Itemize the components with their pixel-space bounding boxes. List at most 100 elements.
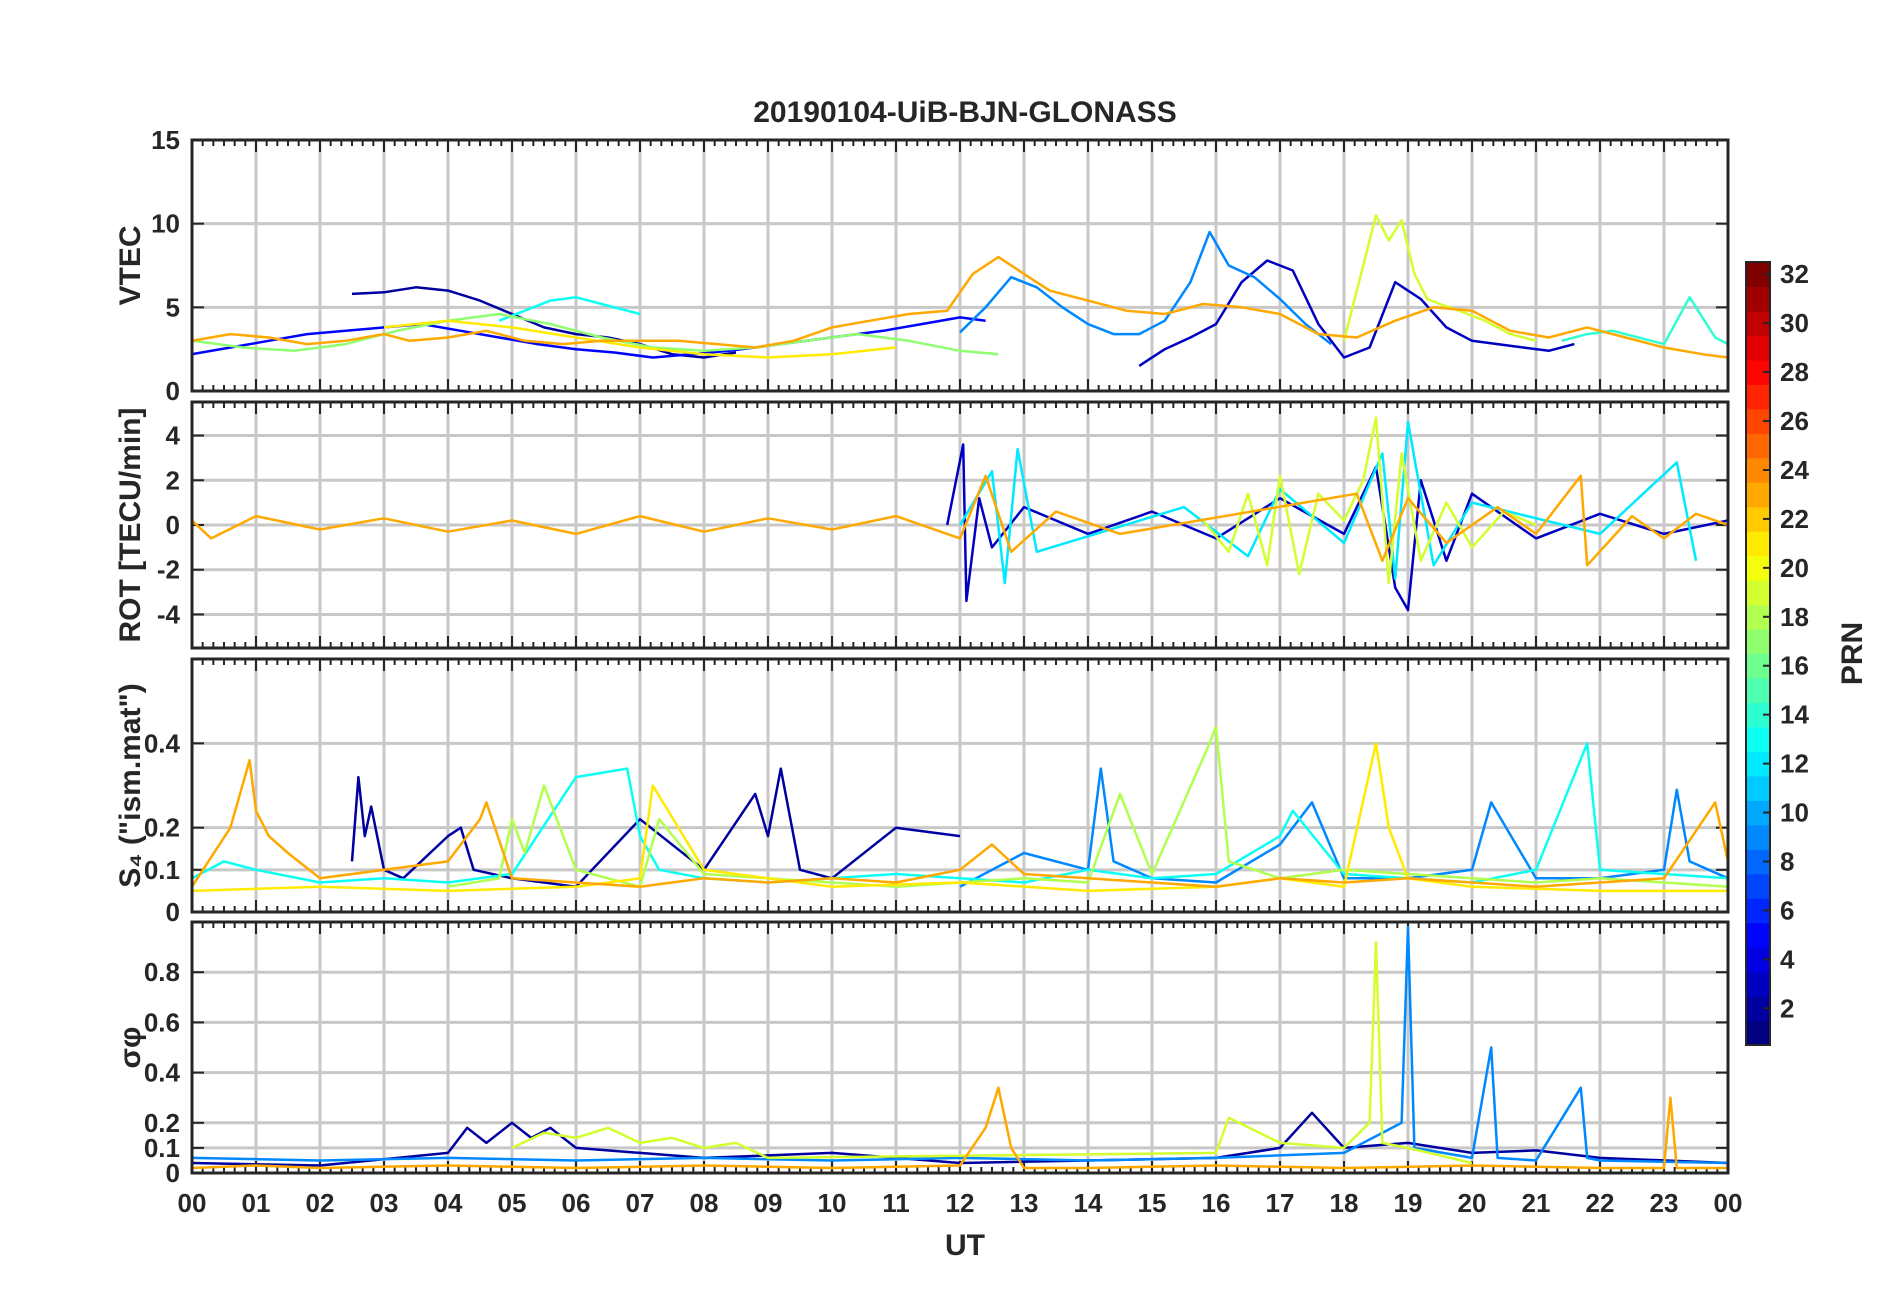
colorbar-swatch xyxy=(1746,971,1770,997)
x-tick-label: 22 xyxy=(1586,1188,1615,1218)
colorbar-swatch xyxy=(1746,482,1770,508)
x-tick-label: 00 xyxy=(178,1188,207,1218)
colorbar-tick-label: 30 xyxy=(1780,308,1809,338)
colorbar-swatch xyxy=(1746,824,1770,850)
x-tick-label: 06 xyxy=(562,1188,591,1218)
x-tick-label: 07 xyxy=(626,1188,655,1218)
y-axis-label: ROT [TECU/min] xyxy=(114,408,147,643)
x-tick-label: 17 xyxy=(1266,1188,1295,1218)
series-prn-9 xyxy=(959,230,1332,346)
series-group xyxy=(192,725,1728,893)
colorbar-swatch xyxy=(1746,1020,1770,1046)
y-tick-label: 0 xyxy=(166,376,180,406)
x-tick-label: 05 xyxy=(498,1188,527,1218)
series-prn-18 xyxy=(447,725,1728,888)
y-tick-label: 0.6 xyxy=(144,1007,180,1037)
colorbar-tick-label: 14 xyxy=(1780,700,1809,730)
colorbar-tick-label: 16 xyxy=(1780,651,1809,681)
x-tick-label: 02 xyxy=(306,1188,335,1218)
colorbar-tick-label: 26 xyxy=(1780,406,1809,436)
x-tick-label: 12 xyxy=(946,1188,975,1218)
colorbar-swatch xyxy=(1746,775,1770,801)
x-tick-label: 11 xyxy=(882,1188,910,1218)
panel-4: 00.10.2 0.4 0.6 0.8 σφ xyxy=(114,920,1730,1188)
colorbar-frame xyxy=(1745,261,1771,1046)
y-tick-label: 0.4 xyxy=(144,1058,181,1088)
colorbar-swatch xyxy=(1746,873,1770,899)
y-tick-label: 4 xyxy=(166,421,181,451)
y-tick-label: 0 xyxy=(166,897,180,927)
series-prn-12 xyxy=(958,420,1698,585)
y-tick-label: 0.1 xyxy=(144,1133,180,1163)
series-prn-9 xyxy=(959,767,1728,888)
colorbar-tick-label: 10 xyxy=(1780,798,1809,828)
panel-2: -4 -2 0 2 4 ROT [TECU/min] xyxy=(114,400,1730,650)
axes-frame xyxy=(190,657,1730,914)
series-prn-2 xyxy=(192,1111,1728,1167)
colorbar-swatch xyxy=(1746,726,1770,752)
series-prn-14 xyxy=(1561,296,1728,346)
colorbar-swatch xyxy=(1746,629,1770,655)
x-axis-label: UT xyxy=(945,1229,985,1262)
colorbar-swatch xyxy=(1746,580,1770,606)
y-tick-label: 0.8 xyxy=(144,957,180,987)
series-prn-3 xyxy=(945,443,1728,612)
y-axis-label: S₄ ("ism.mat") xyxy=(114,683,147,887)
x-tick-labels: 00 01 02 03 04 05 06 07 08 09 10 11 12 13 14 15 16 17 18 19… xyxy=(178,1188,1743,1218)
colorbar-tick-label: 12 xyxy=(1780,749,1809,779)
y-tick-label: 0.1 xyxy=(144,855,180,885)
colorbar-tick-label: 4 xyxy=(1780,944,1795,974)
y-tick-label: 0 xyxy=(166,510,180,540)
colorbar-label: PRN xyxy=(1836,622,1869,685)
panel-3: 0 0.1 0.2 0.4S₄ ("ism.mat") xyxy=(114,657,1730,927)
x-tick-label: 19 xyxy=(1394,1188,1423,1218)
series-prn-19 xyxy=(511,940,1473,1165)
x-tick-label: 08 xyxy=(690,1188,719,1218)
colorbar-tick-label: 8 xyxy=(1780,846,1794,876)
series-prn-19 xyxy=(1342,214,1537,343)
x-tick-label: 10 xyxy=(818,1188,847,1218)
series-prn-3 xyxy=(1138,259,1575,367)
y-tick-label: 2 xyxy=(166,465,180,495)
x-tick-label: 23 xyxy=(1650,1188,1679,1218)
x-tick-label: 15 xyxy=(1138,1188,1167,1218)
x-tick-label: 13 xyxy=(1010,1188,1039,1218)
x-tick-label: 03 xyxy=(370,1188,399,1218)
series-group xyxy=(192,416,1728,612)
colorbar-tick-label: 20 xyxy=(1780,553,1809,583)
chart-title: 20190104-UiB-BJN-GLONASS xyxy=(753,96,1176,129)
series-prn-21 xyxy=(383,319,897,359)
y-tick-label: 0 xyxy=(166,1158,180,1188)
y-tick-label: -2 xyxy=(157,555,180,585)
colorbar-tick-label: 2 xyxy=(1780,993,1794,1023)
colorbar-tick-label: 18 xyxy=(1780,602,1809,632)
y-tick-label: 15 xyxy=(151,125,180,155)
series-prn-23 xyxy=(192,255,1728,359)
y-tick-label: 5 xyxy=(166,292,180,322)
series-prn-9 xyxy=(192,925,1728,1165)
colorbar-tick-label: 32 xyxy=(1780,259,1809,289)
x-tick-label: 04 xyxy=(434,1188,463,1218)
series-prn-2 xyxy=(350,767,961,888)
axes-frame xyxy=(190,920,1730,1175)
series-prn-23 xyxy=(192,1086,1728,1170)
y-axis-label: VTEC xyxy=(114,225,147,305)
series-prn-23 xyxy=(192,758,1728,888)
y-axis-label: σφ xyxy=(114,1027,147,1069)
series-prn-13 xyxy=(498,296,641,322)
axes-frame xyxy=(190,138,1730,393)
x-tick-label: 00 xyxy=(1714,1188,1743,1218)
colorbar-swatch xyxy=(1746,531,1770,557)
colorbar-swatch xyxy=(1746,922,1770,948)
y-tick-label: 0.2 xyxy=(144,813,180,843)
series-prn-2 xyxy=(351,286,737,359)
axes-frame xyxy=(190,400,1730,650)
x-tick-label: 14 xyxy=(1074,1188,1103,1218)
series-prn-17 xyxy=(192,312,999,356)
series-prn-5 xyxy=(192,316,986,359)
x-tick-label: 09 xyxy=(754,1188,783,1218)
series-group xyxy=(192,925,1728,1170)
colorbar-tick-label: 24 xyxy=(1780,455,1809,485)
